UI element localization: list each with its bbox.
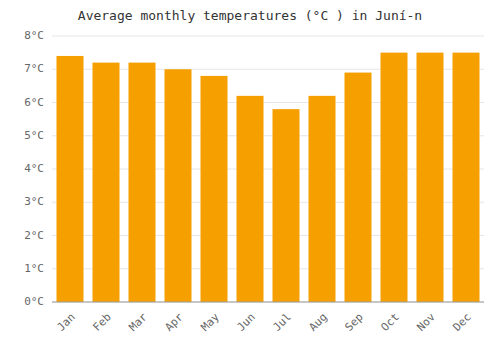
bar — [165, 69, 192, 302]
x-tick-label: Jun — [235, 311, 258, 334]
bar — [345, 73, 372, 302]
y-grid — [52, 36, 484, 302]
chart: 0°C 1°C 2°C 3°C 4°C 5°C 6°C 7°C 8°C Jan Feb Mar Apr M… — [0, 0, 500, 350]
y-tick-labels: 0°C 1°C 2°C 3°C 4°C 5°C 6°C 7°C 8°C — [24, 29, 44, 308]
y-tick-label: 5°C — [24, 129, 44, 142]
y-tick-label: 7°C — [24, 62, 44, 75]
x-axis-line — [52, 302, 484, 303]
x-tick-labels: Jan Feb Mar Apr May Jun Jul Aug Sep Oct Nov Dec — [55, 310, 474, 334]
y-tick-label: 6°C — [24, 96, 44, 109]
x-tick-label: Jan — [55, 311, 78, 334]
x-tick-label: Apr — [163, 310, 187, 334]
bar — [309, 96, 336, 302]
y-tick-label: 3°C — [24, 195, 44, 208]
bar — [57, 56, 84, 302]
bar — [453, 53, 480, 302]
grid-line — [52, 302, 484, 303]
y-tick-label: 4°C — [24, 162, 44, 175]
x-tick-label: Mar — [127, 310, 151, 334]
title: Average monthly temperatures (°C ) in Ju… — [78, 8, 422, 23]
x-tick-label: Dec — [451, 311, 474, 334]
bar — [201, 76, 228, 302]
x-tick-label: Feb — [91, 311, 114, 334]
bar — [129, 63, 156, 302]
bar — [381, 53, 408, 302]
y-tick-label: 0°C — [24, 295, 44, 308]
x-tick-label: Sep — [343, 311, 366, 334]
y-tick-label: 1°C — [24, 262, 44, 275]
grid-line — [52, 36, 484, 37]
bar — [237, 96, 264, 302]
x-tick-label: Nov — [415, 310, 439, 334]
bars — [57, 53, 480, 302]
bar — [93, 63, 120, 302]
y-tick-label: 8°C — [24, 29, 44, 42]
x-tick-label: Jul — [271, 311, 294, 334]
x-tick-label: May — [199, 310, 223, 334]
x-tick-label: Aug — [307, 311, 330, 334]
bar — [417, 53, 444, 302]
x-tick-label: Oct — [379, 311, 402, 334]
y-tick-label: 2°C — [24, 229, 44, 242]
bar — [273, 109, 300, 302]
